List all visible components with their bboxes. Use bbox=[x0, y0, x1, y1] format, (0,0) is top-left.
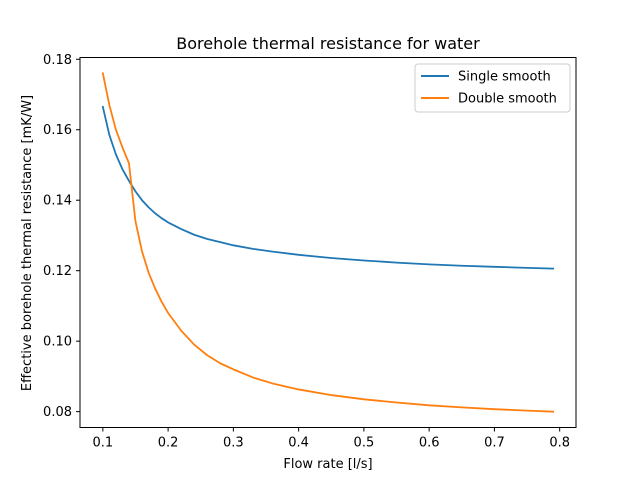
y-tick-label: 0.10 bbox=[43, 335, 72, 350]
y-tick-label: 0.18 bbox=[43, 53, 72, 68]
y-tick-label: 0.16 bbox=[43, 123, 72, 138]
chart-title: Borehole thermal resistance for water bbox=[176, 34, 480, 53]
series-line-double-smooth bbox=[101, 72, 555, 413]
y-tick-label: 0.12 bbox=[43, 264, 72, 279]
y-axis-ticks: 0.08 0.10 0.12 0.14 0.16 0.18 bbox=[43, 53, 80, 420]
legend-label-double-smooth: Double smooth bbox=[458, 92, 557, 107]
x-tick-label: 0.5 bbox=[354, 436, 375, 451]
y-axis-label: Effective borehole thermal resistance [m… bbox=[20, 95, 35, 391]
x-axis-label: Flow rate [l/s] bbox=[283, 457, 372, 472]
x-tick-label: 0.2 bbox=[158, 436, 179, 451]
legend-label-single-smooth: Single smooth bbox=[458, 70, 551, 85]
legend-box bbox=[414, 63, 571, 113]
x-tick-label: 0.8 bbox=[549, 436, 570, 451]
x-tick-label: 0.6 bbox=[419, 436, 440, 451]
x-tick-label: 0.4 bbox=[288, 436, 309, 451]
legend: Single smooth Double smooth bbox=[414, 63, 571, 113]
series-layer bbox=[101, 72, 555, 413]
y-tick-label: 0.08 bbox=[43, 405, 72, 420]
x-axis-ticks: 0.1 0.2 0.3 0.4 0.5 0.6 0.7 0.8 bbox=[92, 427, 570, 451]
plot-frame bbox=[79, 57, 577, 428]
x-tick-label: 0.1 bbox=[92, 436, 113, 451]
y-tick-label: 0.14 bbox=[43, 194, 72, 209]
x-tick-label: 0.3 bbox=[223, 436, 244, 451]
x-tick-label: 0.7 bbox=[484, 436, 505, 451]
